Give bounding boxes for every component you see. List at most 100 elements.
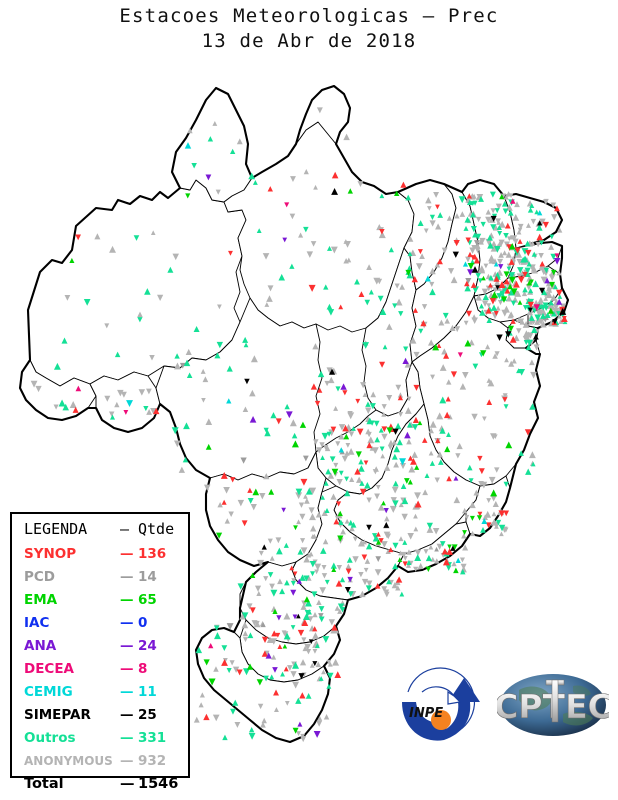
station-marker [551,310,557,317]
legend-label-iac: IAC [24,615,50,631]
station-marker [320,455,325,460]
station-marker [393,190,400,197]
station-marker [133,235,140,241]
station-marker [220,472,228,479]
station-marker [422,437,428,443]
station-marker [400,181,407,188]
station-marker [406,272,413,279]
station-marker [436,412,444,420]
station-marker [64,294,71,301]
station-marker [503,232,509,239]
station-marker [450,276,458,284]
station-marker [316,720,323,727]
station-marker [359,488,367,496]
station-marker [525,468,532,475]
station-marker [323,445,329,451]
station-marker [215,189,221,195]
station-marker [205,443,212,450]
station-marker [469,259,475,265]
station-marker [482,416,487,422]
station-marker [384,515,390,522]
station-marker [229,148,236,155]
station-marker [327,661,333,667]
station-marker [369,403,376,410]
station-marker [338,447,344,453]
station-marker [466,464,473,471]
station-marker [449,324,456,332]
station-marker [373,420,380,427]
station-marker [401,497,409,505]
station-marker [486,303,492,308]
station-marker [522,305,529,311]
station-marker [301,619,309,626]
station-marker [490,224,497,231]
station-marker [283,542,289,548]
station-marker [548,281,556,289]
station-marker [387,445,393,451]
inpe-logo-text: INPE [409,706,443,721]
station-marker [481,518,488,524]
station-marker [222,657,228,663]
station-marker [247,498,254,504]
station-marker [200,368,206,374]
station-marker [391,486,399,494]
legend-row-total: Total — 1546 [12,776,188,800]
station-marker [419,253,425,259]
station-marker [263,427,269,433]
station-marker [212,714,220,722]
station-marker [365,543,373,550]
station-marker [413,513,418,519]
station-marker [488,476,496,484]
legend-label-cemig: CEMIG [24,684,73,700]
station-marker [463,225,469,231]
station-marker [380,453,386,459]
station-marker [521,255,529,263]
station-marker [214,352,221,359]
station-marker [357,181,364,188]
station-marker [310,533,316,539]
station-marker [468,478,474,484]
station-marker [391,582,398,589]
legend-dash-pcd: — [120,569,134,585]
station-marker [330,493,337,500]
station-marker [462,530,467,536]
station-marker [399,284,405,290]
station-marker [364,299,371,306]
station-marker [354,468,361,475]
station-marker [395,585,401,591]
station-marker [415,263,423,270]
station-marker [522,321,530,328]
station-marker [327,472,335,479]
station-marker [174,362,181,370]
station-marker [486,317,492,324]
station-marker [296,578,302,584]
station-marker [498,510,506,518]
station-marker [495,305,501,311]
station-marker [471,266,479,273]
legend-dash-cemig: — [120,684,134,700]
station-marker [326,659,332,665]
station-marker [337,603,345,610]
station-marker [504,222,511,229]
station-marker [315,511,322,518]
station-marker [530,371,537,379]
station-marker [324,579,330,585]
legend-row-synop: SYNOP — 136 [12,546,188,569]
station-marker [470,211,476,218]
station-marker [362,392,368,397]
station-marker [319,587,327,594]
station-marker [503,271,510,278]
legend-value-ema: 65 [138,592,157,608]
station-marker [292,571,298,577]
station-marker [348,431,355,437]
station-marker [372,447,379,454]
station-marker [491,511,497,517]
station-marker [390,497,397,504]
station-marker [316,107,323,114]
station-marker [146,409,153,415]
station-marker [75,234,82,241]
station-marker [320,547,327,554]
station-marker [381,426,388,433]
station-marker [485,216,492,224]
station-marker [229,660,235,666]
